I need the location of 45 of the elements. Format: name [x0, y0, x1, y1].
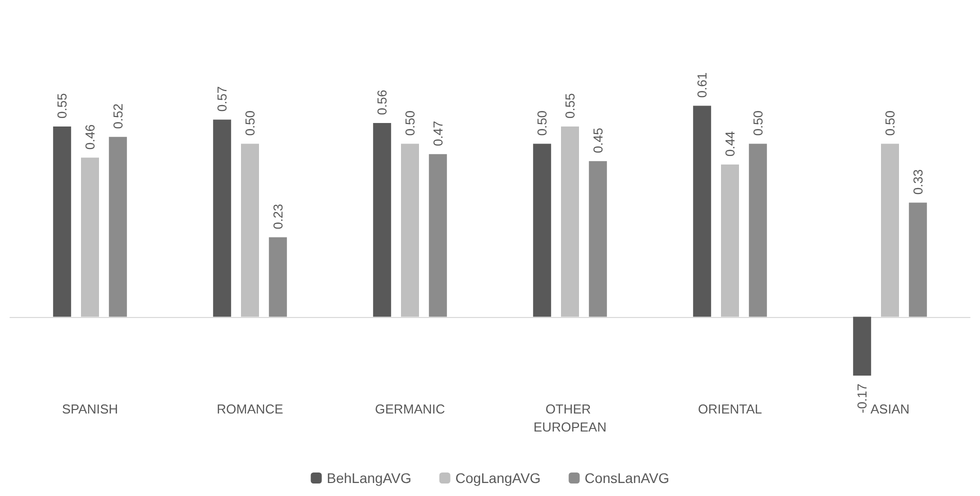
data-label: 0.50	[402, 110, 418, 136]
data-label: 0.50	[882, 110, 898, 136]
bar	[908, 202, 927, 317]
bar	[241, 144, 259, 317]
data-label: 0.56	[374, 90, 390, 116]
bar	[748, 144, 767, 317]
x-tick-label: OTHER EUROPEAN	[534, 402, 606, 434]
data-label: 0.23	[270, 204, 286, 230]
data-label: 0.50	[534, 110, 550, 136]
data-label: 0.50	[750, 110, 766, 136]
data-label: 0.44	[722, 131, 738, 157]
x-tick-label: ASIAN	[870, 402, 910, 416]
data-label: 0.55	[54, 93, 70, 118]
bar	[721, 164, 739, 317]
data-label: 0.50	[242, 110, 258, 136]
bar	[693, 106, 712, 317]
bar	[53, 126, 72, 317]
bar	[428, 154, 447, 317]
legend-label: BehLangAVG	[326, 470, 412, 486]
bar	[213, 120, 232, 317]
bar	[533, 144, 552, 317]
bar	[561, 126, 579, 317]
bar	[588, 161, 607, 317]
legend-label: CogLangAVG	[455, 470, 541, 486]
x-tick-label: GERMANIC	[374, 402, 446, 416]
bar	[268, 237, 287, 317]
x-tick-label: SPANISH	[62, 402, 118, 416]
data-label: 0.55	[562, 93, 578, 118]
data-label: 0.61	[694, 72, 710, 98]
x-tick-label: ROMANCE	[216, 402, 284, 416]
bar	[108, 136, 127, 317]
bar	[373, 123, 392, 317]
bar	[881, 144, 899, 317]
data-label: 0.57	[214, 86, 230, 112]
data-label: 0.46	[82, 124, 98, 150]
legend-label: ConsLanAVG	[584, 470, 670, 486]
bar	[853, 316, 872, 376]
data-label: -0.17	[854, 384, 870, 414]
bar	[401, 144, 419, 317]
bar	[81, 158, 99, 317]
data-label: 0.33	[910, 169, 926, 195]
x-tick-label: ORIENTAL	[698, 402, 762, 416]
data-label: 0.52	[110, 104, 126, 129]
data-label: 0.45	[590, 128, 606, 154]
data-label: 0.47	[430, 120, 446, 146]
